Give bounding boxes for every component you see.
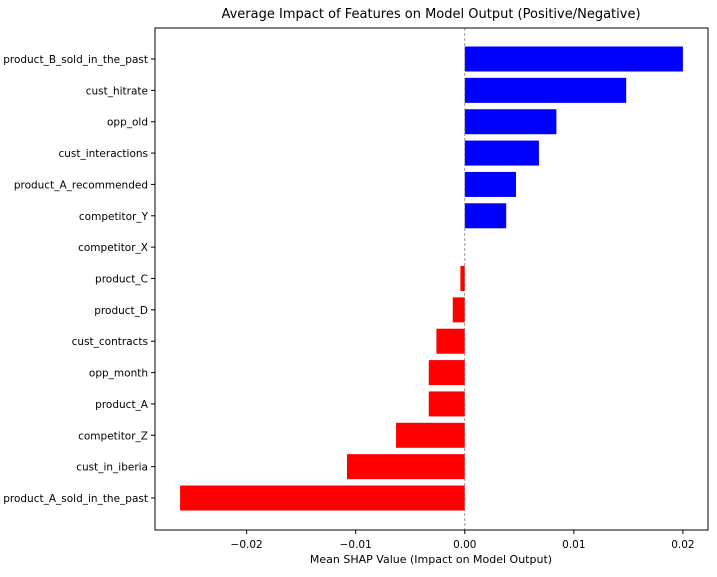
bar-competitor_Z <box>396 422 465 448</box>
x-axis-label: Mean SHAP Value (Impact on Model Output) <box>310 553 552 566</box>
bar-product_A <box>428 391 465 417</box>
bar-cust_hitrate <box>464 77 627 103</box>
bar-product_B_sold_in_the_past <box>464 46 683 72</box>
y-tick-label: product_A_sold_in_the_past <box>3 493 148 505</box>
y-tick-label: competitor_X <box>78 242 148 254</box>
bar-opp_old <box>464 109 557 135</box>
x-tick-label: 0.01 <box>562 539 585 551</box>
bar-opp_month <box>428 360 465 386</box>
x-tick-label: 0.02 <box>671 539 694 551</box>
y-tick-label: cust_interactions <box>58 148 148 160</box>
y-tick-label: opp_month <box>89 368 148 380</box>
x-tick-label: −0.02 <box>231 539 263 551</box>
y-tick-label: competitor_Z <box>78 430 148 442</box>
bar-product_A_sold_in_the_past <box>180 485 465 511</box>
y-tick-label: cust_in_iberia <box>76 462 148 474</box>
y-tick-label: product_A <box>95 399 149 411</box>
bar-product_C <box>460 266 465 291</box>
y-tick-label: product_B_sold_in_the_past <box>3 54 148 66</box>
y-tick-label: product_D <box>94 305 148 317</box>
y-tick-label: cust_hitrate <box>86 85 148 97</box>
bar-cust_in_iberia <box>346 454 465 480</box>
bar-cust_contracts <box>436 328 465 354</box>
y-tick-label: product_C <box>95 274 148 286</box>
bar-competitor_Y <box>464 203 507 229</box>
x-tick-label: −0.01 <box>340 539 372 551</box>
y-tick-label: competitor_Y <box>79 211 149 223</box>
y-tick-label: cust_contracts <box>72 336 148 348</box>
bar-product_D <box>452 297 465 323</box>
bars-layer <box>180 46 683 511</box>
bar-product_A_recommended <box>464 171 517 197</box>
x-tick-label: 0.00 <box>453 539 476 551</box>
ticks-layer: product_B_sold_in_the_past cust_hitrateop… <box>3 54 694 551</box>
bar-cust_interactions <box>464 140 539 166</box>
y-tick-label: opp_old <box>107 117 148 129</box>
y-tick-label: product_A_recommended <box>14 179 148 191</box>
chart-title: Average Impact of Features on Model Outp… <box>221 7 640 22</box>
